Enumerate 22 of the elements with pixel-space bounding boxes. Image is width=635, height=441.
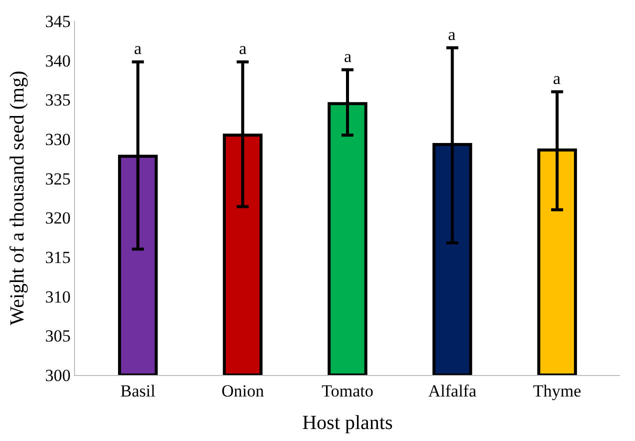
annotation: a	[134, 39, 142, 58]
annotation: a	[239, 39, 247, 58]
annotation: a	[448, 25, 456, 44]
x-tick-label: Thyme	[533, 381, 582, 400]
y-tick-label: 315	[45, 248, 71, 267]
x-tick-label: Onion	[221, 381, 264, 400]
x-tick-label: Alfalfa	[428, 381, 477, 400]
y-axis-title: Weight of a thousand seed (mg)	[6, 70, 29, 326]
annotation: a	[344, 47, 352, 66]
annotation: a	[553, 69, 561, 88]
y-tick-label: 335	[45, 90, 71, 110]
y-tick-label: 340	[45, 51, 71, 70]
x-tick-label: Basil	[120, 381, 156, 400]
y-tick-label: 300	[45, 366, 71, 385]
y-tick-label: 330	[45, 130, 71, 149]
y-tick-label: 310	[45, 287, 71, 306]
y-tick-label: 325	[45, 169, 71, 188]
y-tick-label: 305	[45, 326, 71, 346]
x-tick-label: Tomato	[322, 381, 374, 400]
x-axis-title: Host plants	[302, 412, 393, 434]
y-tick-label: 345	[45, 12, 71, 31]
y-tick-label: 320	[45, 208, 71, 228]
